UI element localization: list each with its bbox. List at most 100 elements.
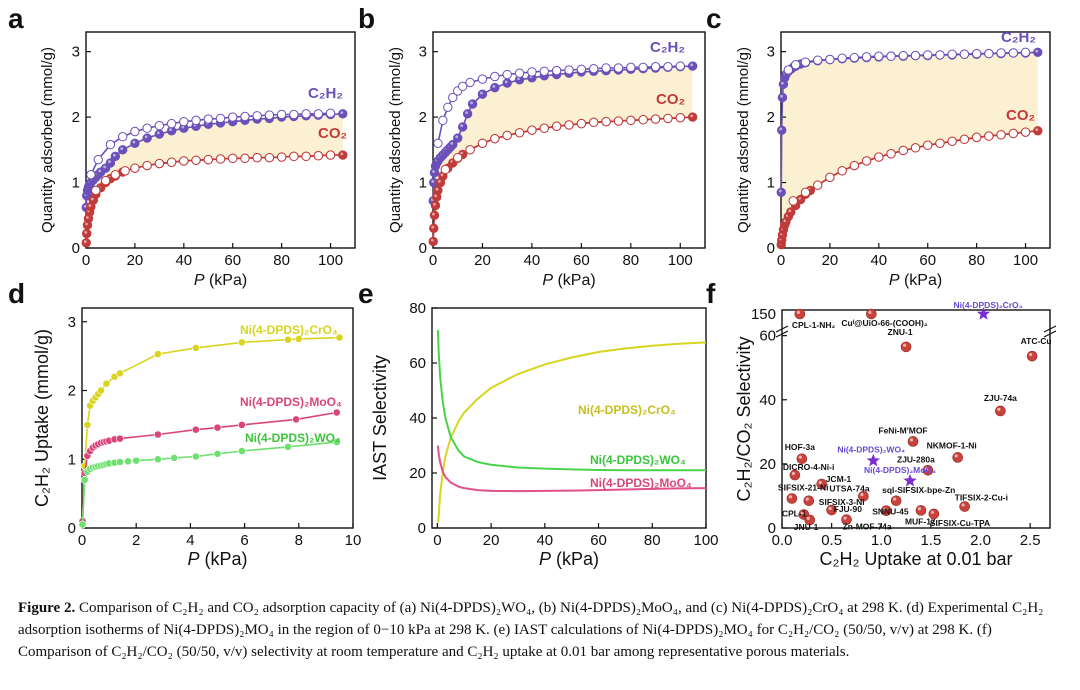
- point-highlight: [780, 94, 783, 98]
- data-point: [777, 125, 787, 135]
- point-label: FeNi-M'MOF: [878, 425, 927, 435]
- data-point: [971, 132, 982, 143]
- data-point: [601, 116, 611, 127]
- series-label-wo4: Ni(4-DPDS)₂WO₄: [245, 431, 341, 445]
- x-tick-label: 100: [1013, 252, 1038, 269]
- data-point: [429, 210, 440, 220]
- data-point: [502, 130, 512, 141]
- panel-e: e 0 20 40 60 80 100 0 20 40 60 80 P (kPa) IAST Select…: [358, 278, 719, 569]
- x-tick-label: 1.0: [871, 532, 892, 549]
- data-point: [564, 120, 574, 130]
- point-label: HOF-3a: [785, 442, 816, 452]
- data-point: [153, 430, 162, 439]
- caption-text: Comparison of C₂H₂ and CO₂ adsorption ca…: [18, 600, 1044, 660]
- point-highlight: [997, 407, 1001, 411]
- star-marker: [903, 473, 917, 487]
- axis-break-right: [1043, 325, 1057, 338]
- panel-letter: c: [706, 3, 722, 34]
- x-tick-label: 100: [693, 532, 718, 549]
- data-point: [898, 145, 908, 156]
- data-point: [777, 92, 788, 103]
- data-point: [252, 152, 262, 163]
- series-c2h2-des: [783, 47, 1031, 75]
- point-highlight: [450, 141, 454, 145]
- data-point: [959, 49, 970, 59]
- x-tick-label: 60: [224, 252, 241, 269]
- data-point: [551, 65, 562, 76]
- data-point: [142, 123, 152, 133]
- y-tick-label: 20: [409, 465, 426, 482]
- data-point: [849, 52, 860, 63]
- shaded-area: [433, 66, 693, 242]
- data-point: [213, 423, 222, 432]
- data-point: [923, 140, 933, 150]
- point-highlight: [440, 173, 444, 177]
- y-tick-label: 3: [68, 314, 76, 331]
- data-point: [490, 71, 500, 82]
- x-tick-label: 40: [870, 252, 887, 269]
- figure-caption: Figure 2. Comparison of C₂H₂ and CO₂ ads…: [18, 597, 1068, 663]
- data-point: [105, 158, 116, 168]
- data-point: [788, 196, 798, 206]
- data-point: [86, 169, 96, 180]
- x-tick-label: 60: [590, 532, 607, 549]
- data-point: [539, 123, 549, 133]
- y-axis-label: C₂H₂ Uptake (mmol/g): [32, 329, 52, 507]
- point-highlight: [470, 101, 473, 105]
- data-point: [786, 207, 796, 217]
- data-point: [440, 164, 451, 175]
- data-point: [527, 125, 537, 135]
- data-point: [453, 152, 463, 163]
- data-point: [332, 438, 341, 446]
- panel-d: d 0 2 4 6 8 10 0 1 2 3 P (kPa) C₂H₂ Uptake (mmol/g) N…: [8, 278, 361, 569]
- point-highlight: [778, 189, 782, 193]
- data-point: [448, 139, 458, 150]
- data-point: [1033, 47, 1043, 57]
- point-highlight: [930, 510, 934, 514]
- series-line: [81, 441, 337, 525]
- data-point: [613, 63, 624, 73]
- data-point: [130, 138, 140, 148]
- series-label-c2h2: C₂H₂: [308, 85, 343, 102]
- point-highlight: [432, 212, 435, 216]
- point-marker: [786, 493, 798, 504]
- data-point: [116, 458, 124, 466]
- data-point: [1033, 126, 1043, 136]
- point-highlight: [460, 124, 464, 128]
- data-point: [142, 133, 152, 143]
- series-c2h2-des: [433, 61, 685, 148]
- data-point: [825, 54, 835, 65]
- data-point: [551, 121, 562, 131]
- x-tick-label: 4: [186, 532, 194, 549]
- series-c2h2-des: [86, 108, 336, 180]
- data-point: [675, 113, 685, 123]
- x-tick-label: 1.5: [920, 532, 941, 549]
- y-tick-label: 3: [419, 44, 427, 61]
- x-axis-label: P (kPa): [194, 272, 247, 289]
- y-axis-label: Quantity adsorbed (mmol/g): [735, 47, 752, 233]
- axes-frame: [431, 307, 707, 529]
- point-highlight: [806, 516, 810, 520]
- data-point: [215, 113, 226, 124]
- data-point: [910, 50, 921, 61]
- data-point: [91, 185, 101, 196]
- data-point: [81, 238, 91, 248]
- data-point: [564, 65, 574, 75]
- data-point: [97, 386, 105, 395]
- point-label: MUF-17: [905, 516, 936, 526]
- point-label: ZNU-1: [888, 327, 913, 337]
- data-point: [237, 338, 246, 347]
- y-tick-label: 2: [68, 383, 76, 400]
- data-point: [78, 520, 87, 529]
- point-highlight: [1029, 352, 1033, 357]
- y-tick-label: 0: [418, 520, 426, 537]
- data-point: [514, 128, 525, 138]
- point-label: Cuᴵ@UiO-66-(COOH)₂: [841, 318, 928, 328]
- data-point: [959, 134, 970, 145]
- data-point: [105, 139, 116, 150]
- data-point: [576, 118, 587, 129]
- y-axis-label: IAST Selectivity: [370, 355, 390, 481]
- point-highlight: [781, 81, 784, 85]
- series-label-c2h2: C₂H₂: [650, 39, 685, 56]
- data-point: [142, 160, 152, 171]
